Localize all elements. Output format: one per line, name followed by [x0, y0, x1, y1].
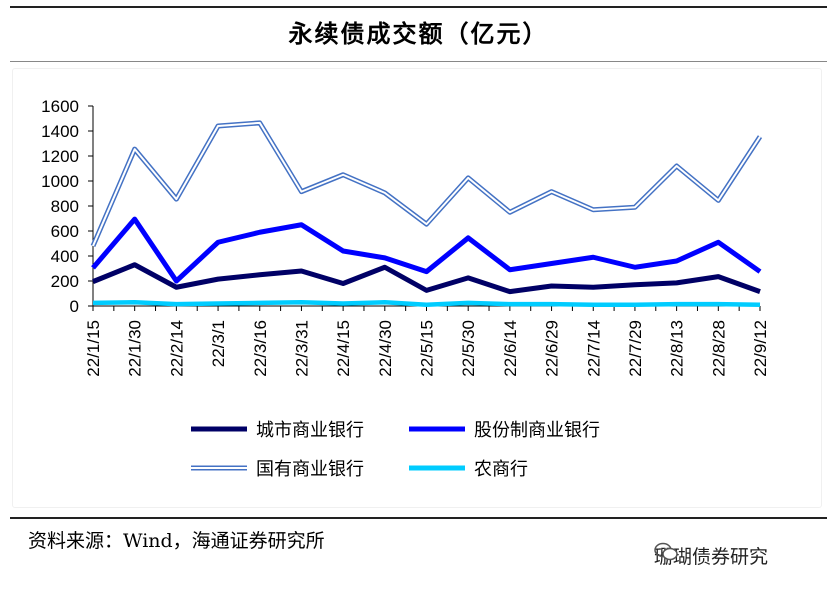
y-tick-label: 200 — [51, 272, 79, 291]
y-tick-label: 800 — [51, 197, 79, 216]
series-line-2 — [90, 120, 763, 247]
title-rule — [10, 61, 827, 62]
y-tick-label: 400 — [51, 247, 79, 266]
legend-label-1: 股份制商业银行 — [474, 420, 600, 441]
x-tick-label: 22/7/29 — [626, 320, 645, 377]
y-tick-label: 1000 — [41, 172, 79, 191]
source-note: 资料来源：Wind，海通证券研究所 — [28, 530, 325, 552]
watermark: 珊瑚债券研究 — [654, 542, 768, 569]
bottom-rule — [10, 517, 827, 519]
x-tick-label: 22/8/28 — [709, 320, 728, 377]
chart-title: 永续债成交额（亿元） — [288, 19, 549, 48]
x-tick-label: 22/1/15 — [84, 320, 103, 377]
y-tick-label: 1400 — [41, 122, 79, 141]
x-tick-label: 22/1/30 — [126, 320, 145, 377]
legend-label-0: 城市商业银行 — [256, 420, 364, 441]
x-tick-label: 22/6/14 — [501, 320, 520, 377]
plot-area-frame — [12, 68, 822, 508]
y-tick-label: 0 — [70, 297, 79, 316]
legend-label-2: 国有商业银行 — [256, 459, 364, 480]
legend-label-3: 农商行 — [474, 459, 528, 480]
x-tick-label: 22/9/12 — [751, 320, 770, 377]
x-tick-label: 22/5/30 — [459, 320, 478, 377]
y-tick-label: 600 — [51, 222, 79, 241]
x-tick-label: 22/2/14 — [167, 320, 186, 377]
x-tick-label: 22/5/15 — [418, 320, 437, 377]
y-tick-label: 1600 — [41, 97, 79, 116]
y-tick-label: 1200 — [41, 147, 79, 166]
x-tick-label: 22/8/13 — [668, 320, 687, 377]
series-line-0 — [92, 262, 761, 295]
series-line-2-inner — [92, 121, 761, 247]
series-line-3 — [92, 300, 761, 307]
top-rule — [10, 6, 827, 8]
x-tick-label: 22/3/1 — [209, 320, 228, 367]
x-tick-label: 22/7/14 — [584, 320, 603, 377]
wechat-icon — [654, 542, 678, 561]
x-tick-label: 22/6/29 — [543, 320, 562, 377]
x-tick-label: 22/4/15 — [334, 320, 353, 377]
x-tick-label: 22/3/16 — [251, 320, 270, 377]
series-line-1 — [91, 216, 762, 284]
x-tick-label: 22/3/31 — [292, 320, 311, 377]
watermark-text: 珊瑚债券研究 — [654, 546, 769, 568]
x-tick-label: 22/4/30 — [376, 320, 395, 377]
